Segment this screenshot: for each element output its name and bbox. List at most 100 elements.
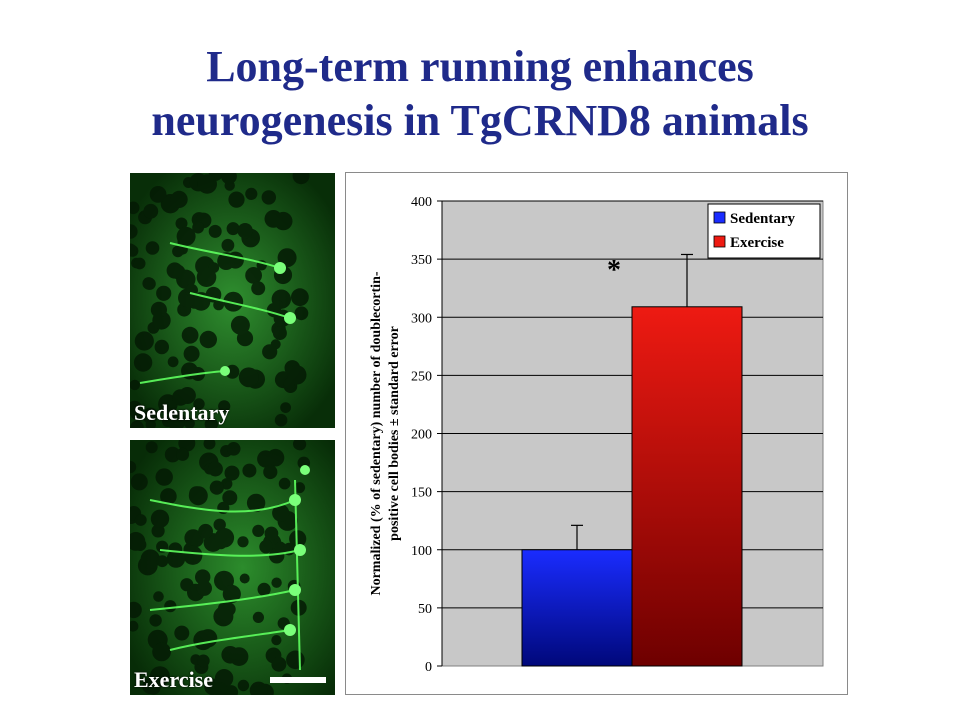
- cell-body: [160, 488, 177, 505]
- cell-body: [261, 190, 276, 205]
- cell-body: [130, 243, 137, 257]
- cell-body: [292, 173, 310, 185]
- legend-label-exercise: Exercise: [730, 235, 784, 251]
- cell-body: [167, 356, 179, 368]
- cell-body: [264, 210, 283, 228]
- cell-body: [183, 545, 203, 565]
- cell-body: [221, 238, 235, 252]
- slide-title: Long-term running enhances neurogenesis …: [0, 40, 960, 148]
- cell-body: [133, 257, 146, 270]
- bar-chart-panel: 0 50 100 150 200 250 300 350 400 Normalized (% of…: [345, 172, 848, 695]
- cell-body: [130, 532, 146, 551]
- cell-body: [287, 365, 307, 385]
- cell-body: [155, 468, 173, 486]
- cell-body: [197, 174, 217, 194]
- cell-body: [226, 222, 240, 236]
- bar-exercise: [631, 306, 743, 667]
- cell-body: [242, 463, 257, 478]
- cell-body: [274, 413, 288, 427]
- cell-body: [204, 417, 218, 428]
- cell-body: [245, 187, 258, 200]
- cell-body: [228, 191, 245, 208]
- cell-body: [237, 536, 249, 548]
- micrograph-label-sedentary: Sedentary: [134, 400, 230, 425]
- cell-body: [193, 398, 205, 410]
- y-tick-label: 0: [425, 660, 432, 675]
- cell-body: [192, 221, 204, 234]
- cell-body: [188, 486, 208, 506]
- cell-body: [252, 611, 264, 623]
- cell-body: [130, 620, 139, 632]
- micrograph-exercise: Exercise: [130, 440, 335, 695]
- cell-body: [130, 460, 137, 474]
- legend-swatch-exercise: [713, 235, 726, 248]
- cell-body: [142, 277, 155, 290]
- cell-body: [291, 288, 309, 307]
- cell-body: [156, 285, 172, 301]
- cell-body: [218, 400, 231, 413]
- cell-body: [198, 523, 213, 539]
- cell-body: [150, 509, 170, 528]
- cell-body: [130, 473, 148, 491]
- cell-body: [145, 441, 158, 454]
- cell-body: [207, 461, 223, 477]
- cell-body: [221, 173, 237, 185]
- cell-body: [166, 411, 186, 428]
- cell-body: [153, 591, 164, 602]
- cell-body: [213, 299, 224, 311]
- cell-body: [223, 291, 244, 312]
- cell-body: [222, 490, 238, 506]
- significance-asterisk: *: [607, 255, 621, 286]
- cell-body: [140, 549, 160, 569]
- cell-body: [238, 367, 259, 388]
- cell-body: [142, 407, 158, 424]
- cell-body: [154, 339, 169, 355]
- cell-body: [134, 331, 154, 351]
- cell-body: [271, 635, 282, 646]
- cell-body: [164, 600, 177, 613]
- cell-body: [142, 678, 159, 694]
- cell-body: [196, 580, 212, 596]
- cell-body: [236, 330, 254, 347]
- y-tick-label: 400: [411, 195, 432, 210]
- y-axis-label-line-2: positive cell bodies ± standard error: [387, 326, 402, 541]
- legend-label-sedentary: Sedentary: [730, 211, 795, 227]
- cell-body: [259, 540, 273, 554]
- micrograph-label-exercise: Exercise: [134, 667, 214, 692]
- cell-body: [184, 529, 202, 547]
- cell-body: [196, 267, 217, 287]
- cell-body: [143, 203, 159, 219]
- cell-body: [224, 465, 240, 481]
- cell-body: [130, 224, 138, 239]
- cell-body: [166, 262, 183, 279]
- cell-body: [264, 526, 279, 541]
- cell-body: [251, 281, 266, 296]
- cell-body: [130, 400, 142, 416]
- cell-body: [184, 418, 195, 428]
- cell-body: [130, 420, 144, 428]
- cell-body: [130, 201, 140, 215]
- micrograph-sedentary-image: [130, 173, 335, 428]
- cell-body: [178, 387, 196, 404]
- micrograph-exercise-image: [130, 440, 335, 695]
- cell-body: [272, 504, 290, 522]
- cell-body: [237, 679, 250, 692]
- cell-body: [175, 217, 188, 230]
- cell-body: [257, 582, 271, 596]
- cell-body: [176, 226, 196, 246]
- cell-body: [164, 446, 181, 463]
- cell-body: [130, 601, 142, 619]
- legend-swatch-sedentary: [713, 211, 726, 224]
- cell-body: [174, 625, 190, 641]
- cell-body: [149, 186, 167, 203]
- y-tick-label: 150: [411, 486, 432, 501]
- bar-chart: 0 50 100 150 200 250 300 350 400 Normalized (% of…: [369, 195, 824, 675]
- title-line-1: Long-term running enhances: [206, 42, 754, 91]
- y-tick-label: 250: [411, 369, 432, 384]
- y-tick-label: 300: [411, 311, 432, 326]
- cell-body: [277, 248, 297, 268]
- cell-body: [272, 300, 283, 311]
- micrograph-sedentary: Sedentary: [130, 173, 335, 428]
- title-line-2: neurogenesis in TgCRND8 animals: [151, 96, 809, 145]
- cell-body: [170, 190, 188, 208]
